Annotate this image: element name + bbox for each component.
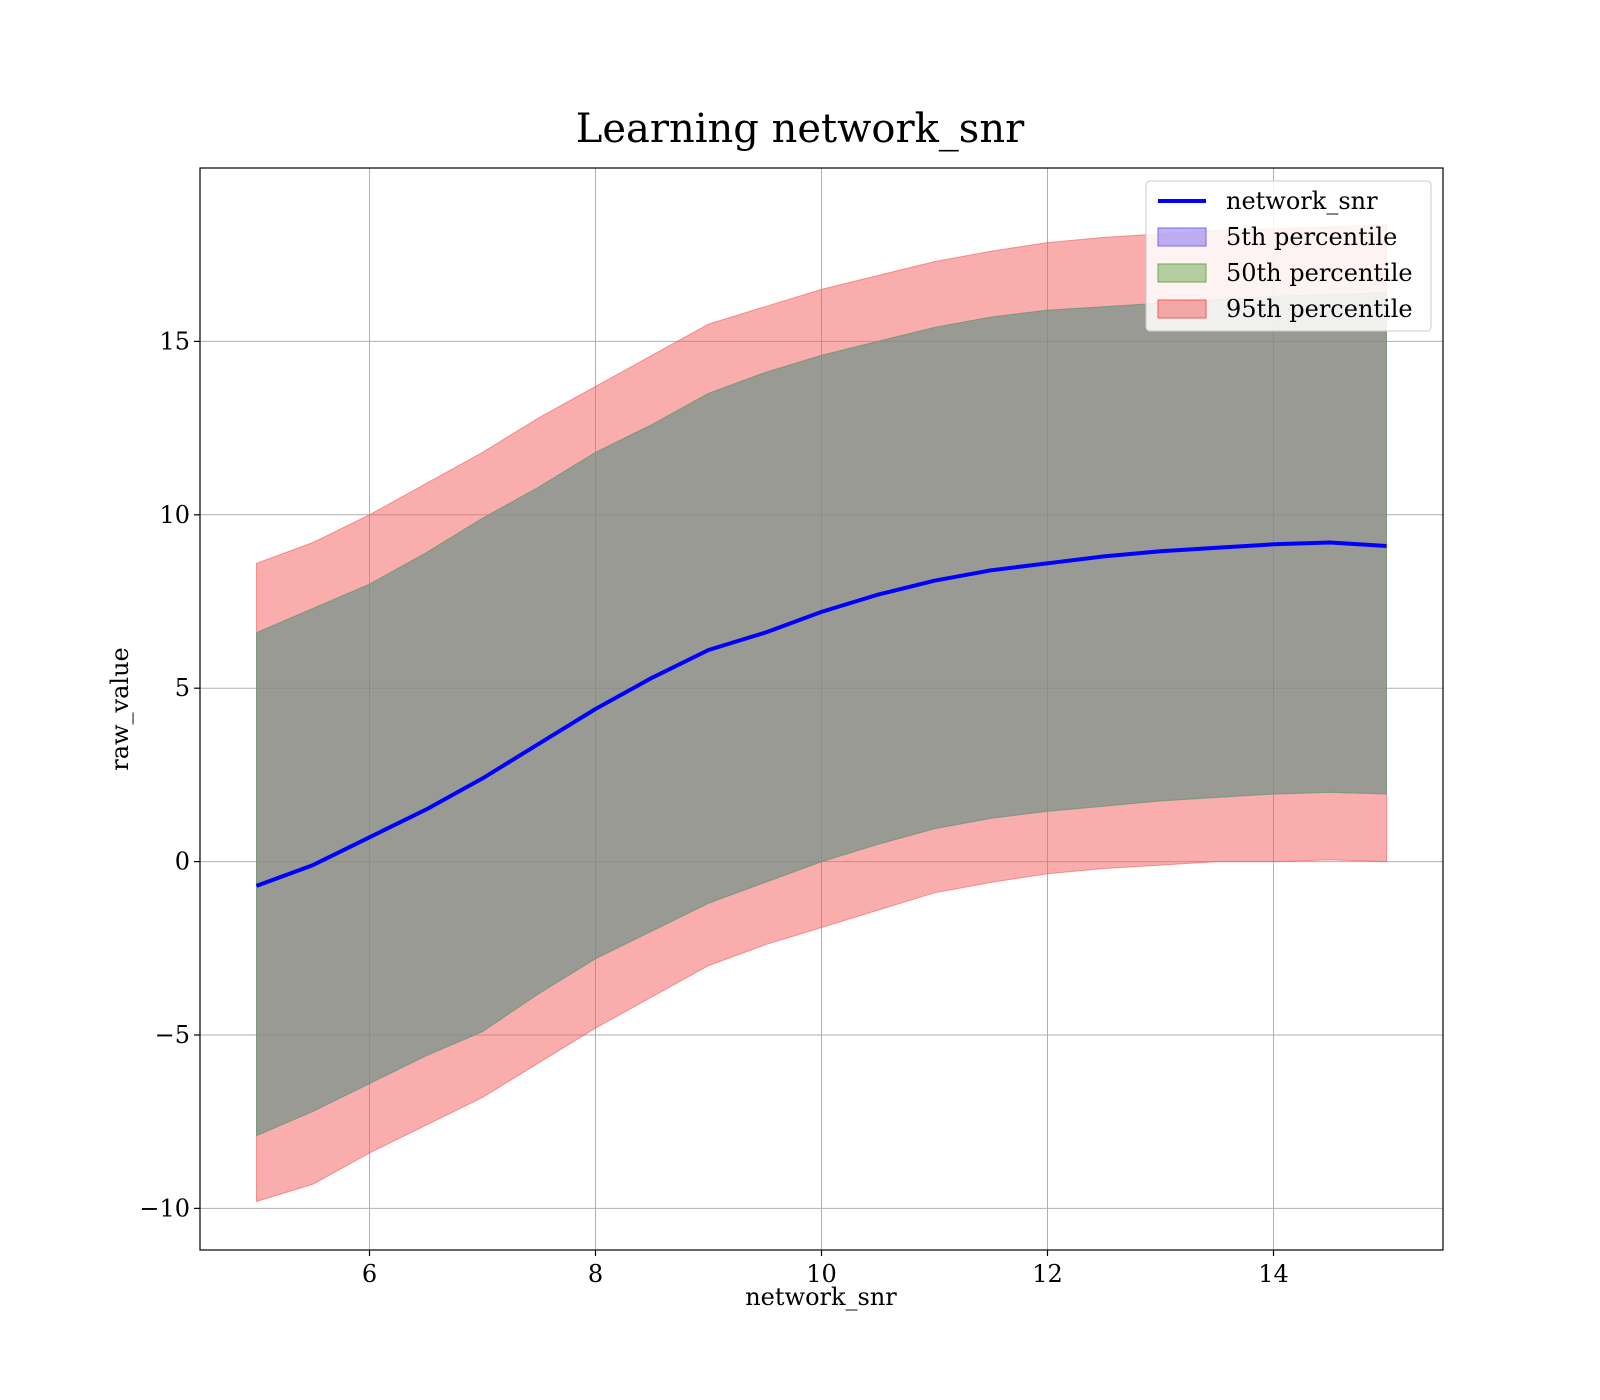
y-tick-label: 5 [175,674,190,702]
y-tick-label: 0 [175,848,190,876]
series-line-layer [255,540,1387,888]
y-tick-label: 15 [159,327,190,355]
legend-box [1145,180,1432,332]
band-95th-percentile [256,224,1387,1203]
legend-swatch-50th-percentile [1157,263,1207,283]
y-tick-label: 10 [159,501,190,529]
chart-title: Learning network_snr [576,106,1025,152]
series-line-network-snr [255,540,1387,888]
x-tick-label: 10 [806,1260,837,1288]
x-axis-label: network_snr [745,1283,897,1311]
legend-label: 95th percentile [1226,295,1413,323]
legend-swatch-5th-percentile [1157,227,1207,247]
x-tick-label: 6 [362,1260,377,1288]
x-tick-label: 14 [1258,1260,1289,1288]
legend-swatch-95th-percentile [1157,299,1207,319]
percentile-bands [256,224,1387,1203]
y-axis-label: raw_value [106,647,134,771]
legend-label: 50th percentile [1226,259,1413,287]
y-tick-label: −5 [155,1021,190,1049]
y-tick-label: −10 [139,1194,190,1222]
legend-label: network_snr [1226,187,1378,215]
legend: network_snr 5th percentile 50th percentile… [1145,180,1432,332]
x-tick-label: 12 [1032,1260,1063,1288]
legend-label: 5th percentile [1226,223,1397,251]
x-tick-label: 8 [588,1260,603,1288]
axis-ticks: 6 8 10 12 14 −10 −5 0 5 10 15 [139,327,1288,1288]
band-50th-percentile [256,292,1387,1137]
